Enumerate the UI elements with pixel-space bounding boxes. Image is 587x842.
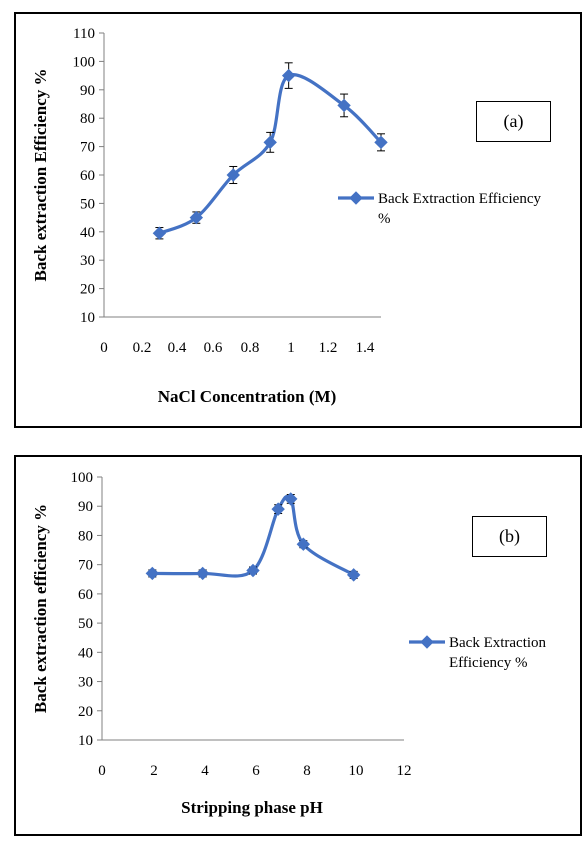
chart-a-y-tick-label: 70 [80,140,95,156]
chart-b-y-tick-label: 40 [78,645,93,661]
chart-a-y-tick-label: 40 [80,225,95,241]
chart-b-y-axis-title: Back extraction efficiency % [31,504,50,713]
chart-b-y-tick-label: 10 [78,733,93,749]
chart-b-legend-label: Efficiency % [449,655,527,671]
chart-a-y-axis-title: Back extraction Efficiency % [31,69,50,282]
chart-b-data-point [346,568,361,582]
chart-b-data-point [271,502,285,516]
chart-b-svg: 10 20 30 40 50 60 70 80 90 100 0 2 4 6 8 10 12 Back extra… [31,470,547,817]
chart-b-legend-marker [420,635,434,649]
chart-panel-b: 10 20 30 40 50 60 70 80 90 100 0 2 4 6 8 10 12 Back extra… [14,455,582,836]
chart-a-data-point [189,210,204,225]
chart-a-data-point [263,135,277,150]
chart-a-data-point [337,98,351,113]
chart-b-data-point [246,563,260,578]
chart-b-y-tick-label: 50 [78,616,93,632]
chart-a-data-point [152,226,167,240]
chart-b-x-tick-label: 2 [150,763,158,779]
chart-a-y-tick-label: 10 [80,310,95,326]
panel-tag-b: (b) [472,516,547,557]
chart-a-x-tick-label: 0.2 [133,340,152,356]
chart-b-y-tick-label: 60 [78,587,93,603]
chart-a-x-tick-label: 1.4 [356,340,375,356]
chart-b-y-tick-label: 20 [78,704,93,720]
chart-b-data-point [145,566,160,581]
chart-a-y-tick-label: 30 [80,253,95,269]
chart-a-y-tick-label: 110 [73,26,95,42]
chart-b-x-tick-label: 0 [98,763,106,779]
chart-panel-a: 10 20 30 40 50 60 70 80 90 100 110 0 0.2 0.4 0.6 0.8 1 1.… [14,12,582,428]
chart-b-x-tick-label: 10 [349,763,364,779]
chart-b-data-point [296,537,311,551]
chart-a-y-tick-label: 60 [80,168,95,184]
chart-a-data-point [226,168,240,182]
chart-a-y-tick-label: 50 [80,196,95,212]
chart-a-y-tick-label: 20 [80,282,95,298]
chart-b-x-tick-label: 8 [303,763,311,779]
chart-a-y-tick-label: 100 [73,54,96,70]
chart-b-x-axis-title: Stripping phase pH [181,798,323,817]
chart-b-y-tick-label: 30 [78,675,93,691]
chart-a-x-tick-label: 0.4 [168,340,187,356]
chart-a-legend-marker [349,191,363,205]
panel-tag-a: (a) [476,101,551,142]
chart-b-y-tick-label: 80 [78,528,93,544]
chart-a-x-tick-label: 0.6 [204,340,223,356]
chart-a-x-tick-label: 1.2 [319,340,338,356]
chart-b-y-tick-label: 100 [71,470,94,486]
chart-a-legend-label: Back Extraction Efficiency [378,191,541,207]
chart-a-x-tick-label: 0.8 [241,340,260,356]
chart-b-data-point [284,492,298,506]
chart-b-data-point [195,566,210,581]
chart-b-x-tick-label: 12 [397,763,412,779]
chart-a-series-line [157,73,383,235]
chart-a-y-tick-label: 80 [80,111,95,127]
chart-b-x-tick-label: 6 [252,763,260,779]
chart-a-y-tick-label: 90 [80,83,95,99]
chart-a-x-tick-label: 1 [287,340,295,356]
chart-b-y-tick-label: 90 [78,499,93,515]
chart-a-x-tick-label: 0 [100,340,108,356]
chart-b-x-tick-label: 4 [201,763,209,779]
chart-b-y-tick-label: 70 [78,558,93,574]
chart-a-legend-label: % [378,211,391,227]
chart-a-data-point [374,135,388,150]
chart-a-svg: 10 20 30 40 50 60 70 80 90 100 110 0 0.2 0.4 0.6 0.8 1 1.… [31,26,541,406]
chart-b-legend-label: Back Extraction [449,635,547,651]
chart-a-data-point [281,68,296,83]
chart-a-x-axis-title: NaCl Concentration (M) [158,387,336,406]
